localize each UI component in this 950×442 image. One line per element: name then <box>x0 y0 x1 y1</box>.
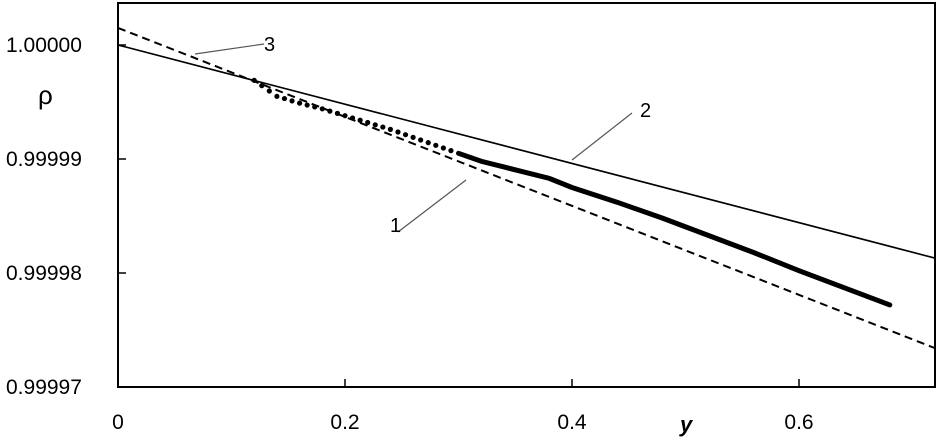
x-tick-label: 0 <box>112 411 124 434</box>
series-1-point <box>410 134 416 140</box>
series-1-point <box>281 95 288 102</box>
y-tick-label: 1.00000 <box>6 34 82 57</box>
series-1-point <box>289 98 295 104</box>
series-1-point <box>342 113 348 119</box>
x-tick-label: 0.6 <box>784 411 813 434</box>
series-1-point <box>304 102 310 108</box>
series-1-point <box>433 142 439 148</box>
series-1-point <box>372 122 378 128</box>
series-1-point <box>440 145 446 151</box>
series-1-point <box>380 124 386 130</box>
x-axis-ticks: 0 0.2 0.4 0.6 <box>112 379 814 434</box>
y-axis-title: ρ <box>38 80 53 110</box>
series-1-point <box>365 119 371 126</box>
x-tick-label: 0.2 <box>330 411 359 434</box>
series-1-point <box>425 140 431 146</box>
curve-label-3: 3 <box>264 34 275 56</box>
series-1-point <box>418 137 424 143</box>
annotation-leader <box>571 112 633 161</box>
series-1-point <box>266 88 272 94</box>
series-1-point <box>402 132 409 138</box>
curve-label-2: 2 <box>640 100 651 122</box>
series-1-line <box>456 150 893 308</box>
series-1-point <box>259 83 265 89</box>
series-1-point <box>395 129 401 135</box>
plot-frame <box>117 2 936 388</box>
series-layer <box>118 26 935 350</box>
y-tick-label: 0.99999 <box>6 148 82 171</box>
annotation-leader <box>397 179 467 233</box>
curve-label-1: 1 <box>390 215 401 237</box>
y-tick-label: 0.99998 <box>6 262 82 285</box>
series-1-point <box>387 126 393 132</box>
series-1-point <box>274 93 280 99</box>
series-1-point <box>297 100 303 106</box>
x-axis-title: y <box>679 412 694 437</box>
y-tick-label: 0.99997 <box>6 376 82 399</box>
series-3-line <box>118 26 935 350</box>
annotation-leader <box>194 43 265 55</box>
y-axis-ticks: 1.00000 0.99999 0.99998 0.99997 <box>6 34 126 399</box>
series-1-point <box>319 106 325 112</box>
annotation-layer: 1 2 3 <box>194 34 651 237</box>
x-tick-label: 0.4 <box>557 411 587 434</box>
series-1-point <box>448 148 454 154</box>
series-1-point <box>357 117 363 123</box>
